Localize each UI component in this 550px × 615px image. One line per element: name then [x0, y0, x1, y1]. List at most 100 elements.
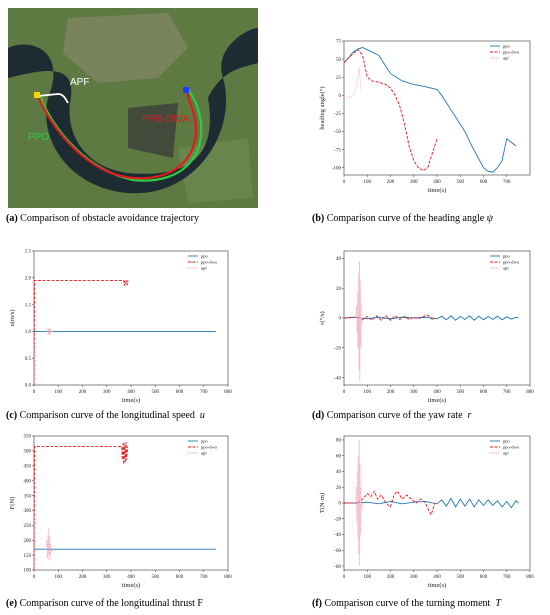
y-tick-label: 80 [336, 439, 342, 444]
x-tick-label: 200 [387, 180, 395, 185]
y-tick-label: -40 [334, 533, 341, 538]
river [8, 28, 258, 194]
x-tick-label: 100 [55, 575, 63, 580]
caption-symbol: ψ [486, 213, 493, 224]
x-tick-label: 800 [224, 575, 232, 580]
caption-e: (e) Comparison curve of the longitudinal… [6, 598, 203, 609]
trajectory-map: APF PPO PPO-DWA [8, 8, 258, 208]
y-tick-label: -75 [334, 148, 341, 153]
caption-b: (b) Comparison curve of the heading angl… [312, 213, 493, 224]
apf-trajectory [37, 93, 69, 104]
land-patch [63, 13, 188, 83]
y-tick-label: -20 [334, 346, 341, 351]
caption-a: (a) Comparison of obstacle avoidance tra… [6, 213, 199, 224]
x-tick-label: 0 [33, 575, 36, 580]
x-tick-label: 0 [33, 390, 36, 395]
panel-b: 0 100 200 300 400 500 600 700 75 50 25 0 -25 -50 -75 -1… [318, 35, 540, 195]
y-tick-label: -100 [332, 166, 342, 171]
yaw-chart: 0 100 200 300 400 500 600 700 80040200-20-40time… [319, 250, 534, 404]
x-tick-label: 400 [127, 575, 135, 580]
caption-text: Comparison curve of the yaw rate [326, 410, 463, 421]
x-axis-label: time(s) [122, 397, 140, 404]
y-tick-label: 100 [24, 569, 32, 574]
legend-entry: ppo-dwa [201, 260, 217, 265]
x-tick-label: 300 [410, 390, 418, 395]
caption-tag: (e) [6, 598, 18, 609]
caption-f: (f) Comparison curve of the turning mome… [312, 598, 501, 609]
y-tick-label: 0 [339, 94, 342, 99]
legend-entry: apf [503, 266, 509, 271]
y-tick-label: -40 [334, 376, 341, 381]
legend-entry: ppo-dwa [201, 445, 217, 450]
apf-label: APF [70, 77, 89, 88]
y-tick-label: 20 [336, 287, 342, 292]
y-tick-label: 550 [24, 435, 32, 440]
x-tick-label: 400 [433, 575, 441, 580]
series-line-ppo [344, 497, 519, 509]
y-tick-label: 300 [24, 509, 32, 514]
legend-entry: ppo [503, 44, 511, 49]
x-tick-label: 500 [152, 575, 160, 580]
x-axis-label: time(s) [428, 397, 446, 404]
x-tick-label: 200 [387, 575, 395, 580]
y-tick-label: 25 [336, 76, 342, 81]
x-tick-label: 700 [200, 390, 208, 395]
y-tick-label: 75 [336, 40, 342, 45]
x-tick-label: 400 [127, 390, 135, 395]
caption-tag: (f) [312, 598, 322, 609]
caption-text: Comparison of obstacle avoidance traject… [20, 213, 199, 224]
y-tick-label: -25 [334, 112, 341, 117]
x-tick-label: 600 [176, 390, 184, 395]
legend-entry: apf [503, 451, 509, 456]
caption-text: Comparison curve of the longitudinal spe… [19, 410, 195, 421]
caption-text: Comparison curve of the longitudinal thr… [19, 598, 203, 609]
legend-entry: ppo-dwa [503, 50, 519, 55]
y-tick-label: -60 [334, 549, 341, 554]
x-tick-label: 700 [200, 575, 208, 580]
x-tick-label: 300 [103, 575, 111, 580]
series-line-ppo-dwa [34, 280, 129, 385]
legend-entry: ppo [503, 439, 511, 444]
x-tick-label: 500 [457, 180, 465, 185]
series-line-ppo [344, 315, 519, 321]
series-line-apf [355, 261, 363, 381]
y-tick-label: 0.0 [25, 384, 32, 389]
x-tick-label: 100 [364, 390, 372, 395]
x-tick-label: 600 [480, 575, 488, 580]
y-axis-label: heading angle(°) [319, 86, 326, 129]
y-tick-label: 50 [336, 58, 342, 63]
panel-a: APF PPO PPO-DWA [8, 8, 258, 208]
x-tick-label: 100 [55, 390, 63, 395]
y-tick-label: 0 [339, 317, 342, 322]
y-axis-label: F(N) [9, 497, 16, 510]
legend-entry: ppo-dwa [503, 260, 519, 265]
x-tick-label: 300 [410, 180, 418, 185]
x-tick-label: 500 [457, 390, 465, 395]
x-tick-label: 800 [224, 390, 232, 395]
y-tick-label: 40 [336, 257, 342, 262]
x-tick-label: 500 [152, 390, 160, 395]
caption-c: (c) Comparison curve of the longitudinal… [6, 410, 205, 421]
x-tick-label: 700 [503, 575, 511, 580]
y-tick-label: 0.5 [25, 357, 32, 362]
y-tick-label: -20 [334, 517, 341, 522]
x-tick-label: 600 [480, 180, 488, 185]
x-tick-label: 200 [79, 390, 87, 395]
moment-chart: 0 100 200 300 400 500 600 700 800806040200-20-40… [319, 435, 534, 589]
caption-symbol: u [199, 410, 205, 421]
x-axis-label: time(s) [428, 187, 446, 194]
legend-entry: apf [503, 56, 509, 61]
caption-tag: (a) [6, 213, 18, 224]
heading-chart: 0 100 200 300 400 500 600 700 75 50 25 0 -25 -50 -75 -1… [319, 40, 531, 194]
y-tick-label: 200 [24, 539, 32, 544]
y-axis-label: r(°/s) [319, 311, 326, 324]
y-tick-label: 60 [336, 454, 342, 459]
y-tick-label: 250 [24, 524, 32, 529]
panel-c: 0 100 200 300 400 500 600 700 800 2.5 2.0 1.5 1.0 0.5… [8, 245, 238, 405]
y-tick-label: 40 [336, 470, 342, 475]
panel-f: 0 100 200 300 400 500 600 700 800 80 60 40 20 0 -20 -40… [318, 430, 540, 590]
x-tick-label: 300 [410, 575, 418, 580]
y-tick-label: 1.5 [25, 303, 32, 308]
legend-entry: ppo [503, 254, 511, 259]
caption-symbol: T [495, 598, 501, 609]
